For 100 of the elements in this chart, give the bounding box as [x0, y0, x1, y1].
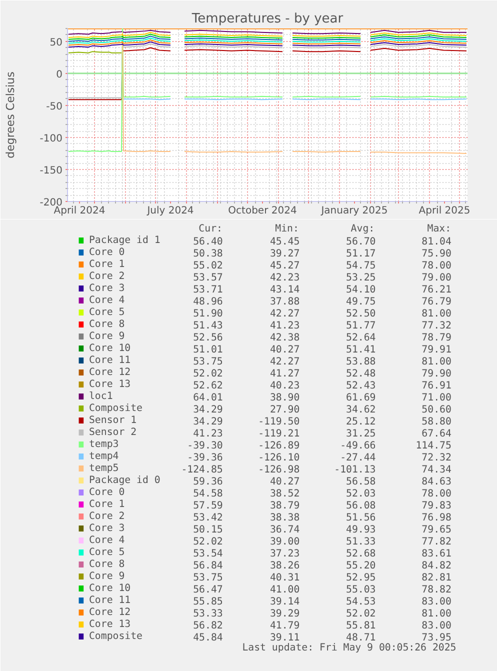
text: 52.03: [346, 488, 376, 500]
text: 56.84: [193, 560, 223, 572]
text: 51.77: [346, 320, 376, 332]
text: Cur:: [198, 223, 222, 234]
text: 59.36: [193, 476, 223, 488]
text: 41.00: [270, 584, 300, 596]
legend-label: Core 5: [88, 307, 125, 318]
legend-label: Core 12: [88, 607, 131, 618]
text: Min:: [275, 223, 299, 234]
text: 40.31: [270, 572, 300, 584]
text: 51.17: [346, 248, 376, 260]
text: 39.11: [270, 632, 300, 644]
text: 76.79: [422, 296, 452, 308]
text: 71.00: [422, 392, 452, 404]
text: 42.27: [270, 356, 300, 368]
text: 82.81: [422, 572, 452, 584]
legend-label: temp5: [88, 463, 119, 474]
text: 55.03: [346, 584, 376, 596]
legend-label: Core 8: [88, 319, 125, 330]
text: 64.01: [193, 392, 223, 404]
legend-label: Core 1: [88, 259, 125, 270]
text: 54.10: [346, 284, 376, 296]
text: 78.79: [422, 332, 452, 344]
text: 58.80: [422, 416, 452, 428]
text: 37.88: [270, 296, 300, 308]
text: 41.23: [193, 428, 223, 440]
text: 56.70: [346, 236, 376, 248]
y-tick-label: -50: [46, 101, 63, 112]
text: -119.50: [258, 416, 300, 428]
text: 39.29: [270, 608, 300, 620]
text: 54.53: [346, 596, 376, 608]
text: 53.42: [193, 512, 223, 524]
text: 34.29: [193, 404, 223, 416]
text: 56.82: [193, 620, 223, 632]
text: 25.12: [346, 416, 376, 428]
text: 53.25: [346, 272, 376, 284]
text: 55.02: [193, 260, 223, 272]
legend-label: Core 9: [88, 571, 125, 582]
text: 78.00: [422, 260, 452, 272]
text: 77.82: [422, 536, 452, 548]
text: 52.02: [193, 368, 223, 380]
text: 48.71: [346, 632, 376, 644]
y-tick-label: -150: [40, 165, 63, 176]
text: 53.54: [193, 548, 223, 560]
text: 55.20: [346, 560, 376, 572]
legend-label: temp4: [88, 451, 119, 462]
legend-label: Core 2: [88, 511, 125, 522]
text: 54.75: [346, 260, 376, 272]
text: 37.23: [270, 548, 300, 560]
text: 81.00: [422, 608, 452, 620]
text: 81.04: [422, 236, 452, 248]
legend-label: loc1: [88, 391, 113, 402]
text: 34.29: [193, 416, 223, 428]
y-axis-title: degrees Celsius: [4, 71, 17, 158]
y-tick-label: 0: [56, 69, 63, 80]
text: 52.56: [193, 332, 223, 344]
text: 81.00: [422, 356, 452, 368]
text: 50.38: [193, 248, 223, 260]
legend-label: Core 12: [88, 367, 131, 378]
x-tick-label: October 2024: [228, 206, 297, 216]
text: 51.33: [346, 536, 376, 548]
legend-label: Composite: [88, 403, 143, 414]
text: 43.14: [270, 284, 300, 296]
text: 42.38: [270, 332, 300, 344]
x-tick-label: January 2025: [320, 206, 388, 216]
text: 40.27: [270, 344, 300, 356]
text: 42.23: [270, 272, 300, 284]
text: 39.27: [270, 248, 300, 260]
text: 56.40: [193, 236, 223, 248]
legend-label: Sensor 1: [88, 415, 137, 426]
legend-label: Core 4: [88, 295, 125, 306]
text: 52.50: [346, 308, 376, 320]
legend-label: Package id 1: [88, 235, 160, 246]
text: 73.95: [422, 632, 452, 644]
text: 53.75: [193, 356, 223, 368]
text: -126.98: [258, 464, 300, 476]
legend-label: Core 3: [88, 523, 125, 534]
text: 74.34: [422, 464, 452, 476]
text: -39.36: [187, 452, 223, 464]
text: -101.13: [334, 464, 376, 476]
text: -124.85: [181, 464, 223, 476]
text: -49.66: [340, 440, 376, 452]
text: 49.93: [346, 524, 376, 536]
text: 76.91: [422, 380, 452, 392]
text: 52.02: [346, 608, 376, 620]
text: 38.90: [270, 392, 300, 404]
text: 56.58: [346, 476, 376, 488]
x-tick-label: April 2024: [54, 206, 106, 216]
legend-label: Core 3: [88, 283, 125, 294]
x-tick-label: April 2025: [418, 206, 470, 216]
text: 38.52: [270, 488, 300, 500]
text: 56.08: [346, 500, 376, 512]
text: 41.27: [270, 368, 300, 380]
x-tick-label: July 2024: [146, 206, 194, 216]
text: 39.14: [270, 596, 300, 608]
text: 53.71: [193, 284, 223, 296]
text: 83.00: [422, 596, 452, 608]
text: 75.90: [422, 248, 452, 260]
text: 57.59: [193, 500, 223, 512]
text: 77.32: [422, 320, 452, 332]
